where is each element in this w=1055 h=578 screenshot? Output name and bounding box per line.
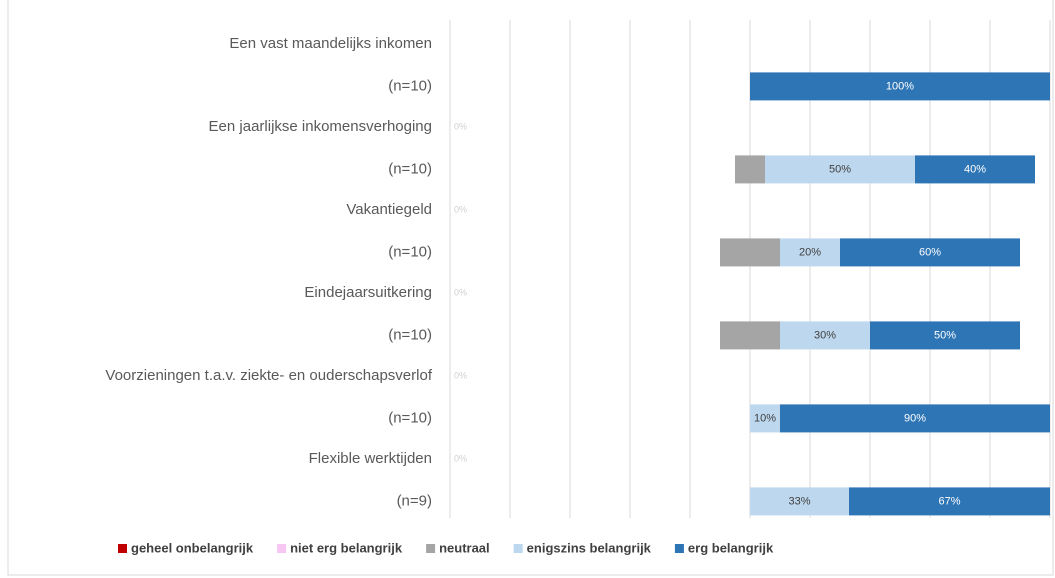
sample-size-label: (n=10) [388, 160, 432, 177]
bar-segment [780, 404, 1050, 433]
bar-segment [915, 155, 1035, 184]
sample-size-label: (n=10) [388, 409, 432, 426]
bar-segment [735, 155, 765, 184]
bar-segment [750, 487, 849, 516]
value-label: 0% [454, 287, 467, 297]
bar-segment [780, 321, 870, 350]
sample-size-label: (n=10) [388, 243, 432, 260]
value-label: 60% [919, 246, 941, 258]
value-label: 0% [454, 121, 467, 131]
bar-segment [750, 72, 1050, 101]
value-label: 50% [934, 329, 956, 341]
bar-segment [765, 155, 915, 184]
bar-segment [750, 404, 780, 433]
value-label: 0% [454, 204, 467, 214]
category-label: Een vast maandelijks inkomen [229, 35, 432, 52]
value-label: 30% [814, 329, 836, 341]
legend-label: enigszins belangrijk [527, 540, 652, 555]
value-label: 20% [799, 246, 821, 258]
bar-segment [849, 487, 1050, 516]
category-label: Een jaarlijkse inkomensverhoging [209, 118, 432, 135]
legend-swatch [513, 544, 523, 553]
category-label: Flexible werktijden [309, 450, 432, 467]
legend-swatch [426, 544, 436, 553]
legend-label: neutraal [439, 540, 490, 555]
value-label: 0% [454, 453, 467, 463]
bar-segment [840, 238, 1020, 267]
bar-segment [720, 321, 780, 350]
category-label: Voorzieningen t.a.v. ziekte- en oudersch… [105, 367, 432, 384]
legend-label: niet erg belangrijk [290, 540, 403, 555]
legend-swatch [277, 544, 287, 553]
value-label: 0% [454, 370, 467, 380]
value-label: 50% [829, 163, 851, 175]
value-label: 40% [964, 163, 986, 175]
category-label: Vakantiegeld [346, 201, 432, 218]
value-label: 33% [788, 495, 810, 507]
sample-size-label: (n=10) [388, 326, 432, 343]
category-label: Eindejaarsuitkering [304, 284, 432, 301]
value-label: 10% [754, 412, 776, 424]
bar-segment [870, 321, 1020, 350]
legend-label: geheel onbelangrijk [131, 540, 254, 555]
bar-segment [720, 238, 780, 267]
value-label: 90% [904, 412, 926, 424]
value-label: 67% [938, 495, 960, 507]
value-label: 100% [886, 80, 914, 92]
legend-swatch [674, 544, 684, 553]
legend-swatch [118, 544, 127, 553]
legend-label: erg belangrijk [688, 540, 774, 555]
sample-size-label: (n=9) [397, 492, 432, 509]
bar-segment [780, 238, 840, 267]
sample-size-label: (n=10) [388, 77, 432, 94]
